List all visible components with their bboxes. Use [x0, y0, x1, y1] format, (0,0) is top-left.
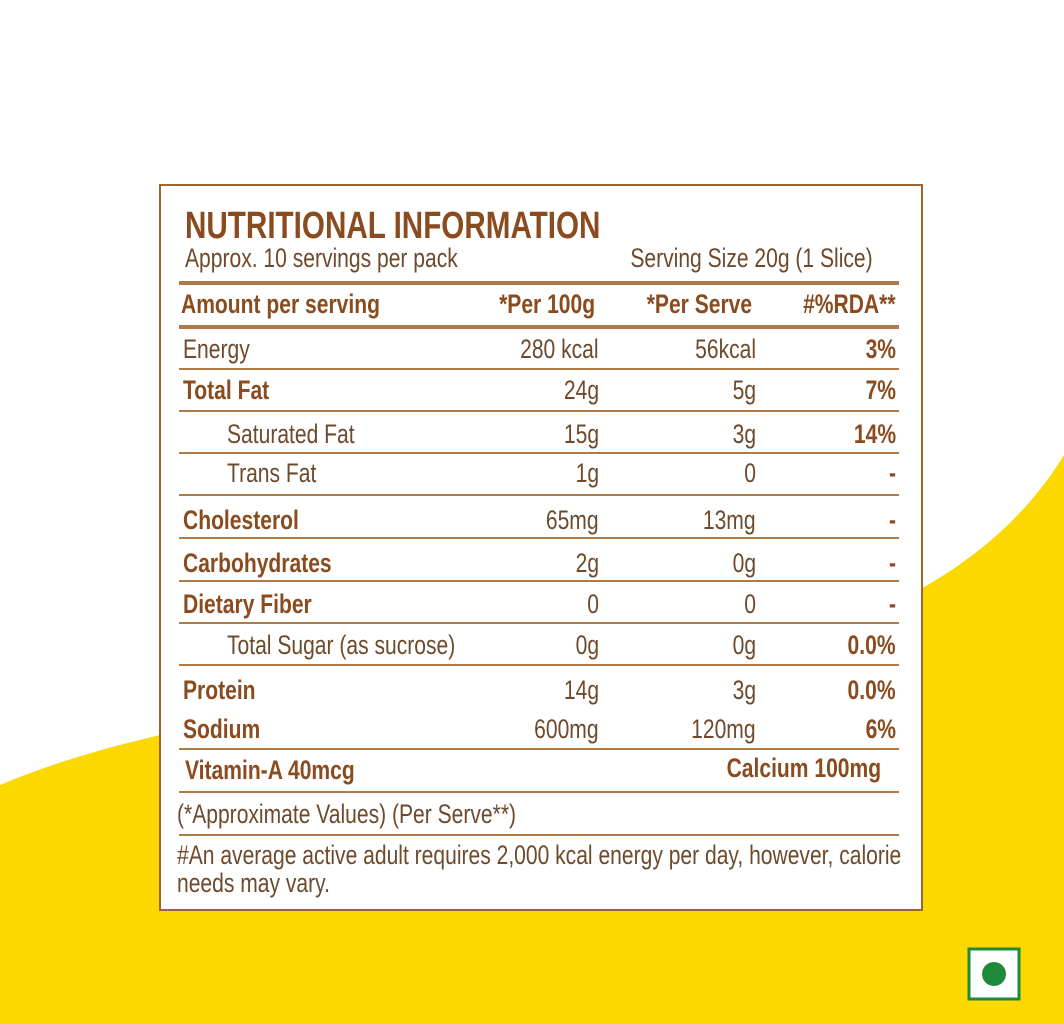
- value: 0g: [732, 548, 756, 578]
- column-header: *Per Serve: [646, 289, 752, 319]
- column-header: Amount per serving: [181, 289, 380, 319]
- value: 24g: [563, 375, 599, 405]
- rda: 14%: [853, 419, 896, 449]
- rda: 0.0%: [847, 675, 896, 705]
- rule: [179, 281, 899, 285]
- rule: [179, 748, 899, 750]
- value: 3g: [732, 419, 756, 449]
- footnote: (*Approximate Values) (Per Serve**): [177, 799, 517, 829]
- row-label: Saturated Fat: [227, 419, 355, 449]
- value: 600mg: [534, 714, 599, 744]
- rda: 3%: [865, 334, 896, 364]
- rule: [179, 537, 899, 539]
- rule: [179, 834, 899, 836]
- value: 0: [744, 589, 756, 619]
- serving-size: Serving Size 20g (1 Slice): [630, 243, 873, 273]
- rule: [179, 452, 899, 454]
- value: 1g: [575, 458, 599, 488]
- value: 14g: [563, 675, 599, 705]
- row-label: Carbohydrates: [183, 548, 332, 578]
- value: 3g: [732, 675, 756, 705]
- rda: -: [888, 589, 896, 619]
- rda: -: [888, 458, 896, 488]
- row-label: Sodium: [183, 714, 261, 744]
- value: 5g: [732, 375, 756, 405]
- value: 280 kcal: [520, 334, 599, 364]
- value: 13mg: [703, 505, 756, 535]
- row-label: Protein: [183, 675, 256, 705]
- column-header: *Per 100g: [498, 289, 595, 319]
- rda: 7%: [865, 375, 896, 405]
- servings: Approx. 10 servings per pack: [185, 243, 458, 273]
- value: 0: [744, 458, 756, 488]
- value: 2g: [575, 548, 599, 578]
- veg-dot: [982, 962, 1006, 986]
- rule: [179, 494, 899, 496]
- rule: [179, 791, 899, 793]
- rda: -: [888, 505, 896, 535]
- rda: 6%: [865, 714, 896, 744]
- row-label: Total Sugar (as sucrose): [227, 630, 456, 660]
- value: 0g: [732, 630, 756, 660]
- rda: -: [888, 548, 896, 578]
- value: 0: [587, 589, 599, 619]
- rule: [179, 368, 899, 370]
- rule: [179, 580, 899, 582]
- row-label: Total Fat: [183, 375, 270, 405]
- value: 0g: [575, 630, 599, 660]
- nutrition-panel: NUTRITIONAL INFORMATION Approx. 10 servi…: [159, 184, 923, 911]
- rule: [179, 622, 899, 624]
- row-label: Energy: [183, 334, 250, 364]
- title: NUTRITIONAL INFORMATION: [185, 205, 601, 247]
- row-label: Cholesterol: [183, 505, 299, 535]
- value: 120mg: [691, 714, 756, 744]
- extra: Calcium 100mg: [726, 753, 881, 783]
- rule: [179, 664, 899, 666]
- extra: Vitamin-A 40mcg: [185, 755, 355, 785]
- rda: 0.0%: [847, 630, 896, 660]
- row-label: Dietary Fiber: [183, 589, 312, 619]
- value: 56kcal: [695, 334, 756, 364]
- rule: [179, 325, 899, 329]
- footnote: #An average active adult requires 2,000 …: [177, 840, 902, 898]
- rule: [179, 410, 899, 412]
- row-label: Trans Fat: [227, 458, 317, 488]
- column-header: #%RDA**: [803, 289, 896, 319]
- value: 15g: [563, 419, 599, 449]
- value: 65mg: [546, 505, 599, 535]
